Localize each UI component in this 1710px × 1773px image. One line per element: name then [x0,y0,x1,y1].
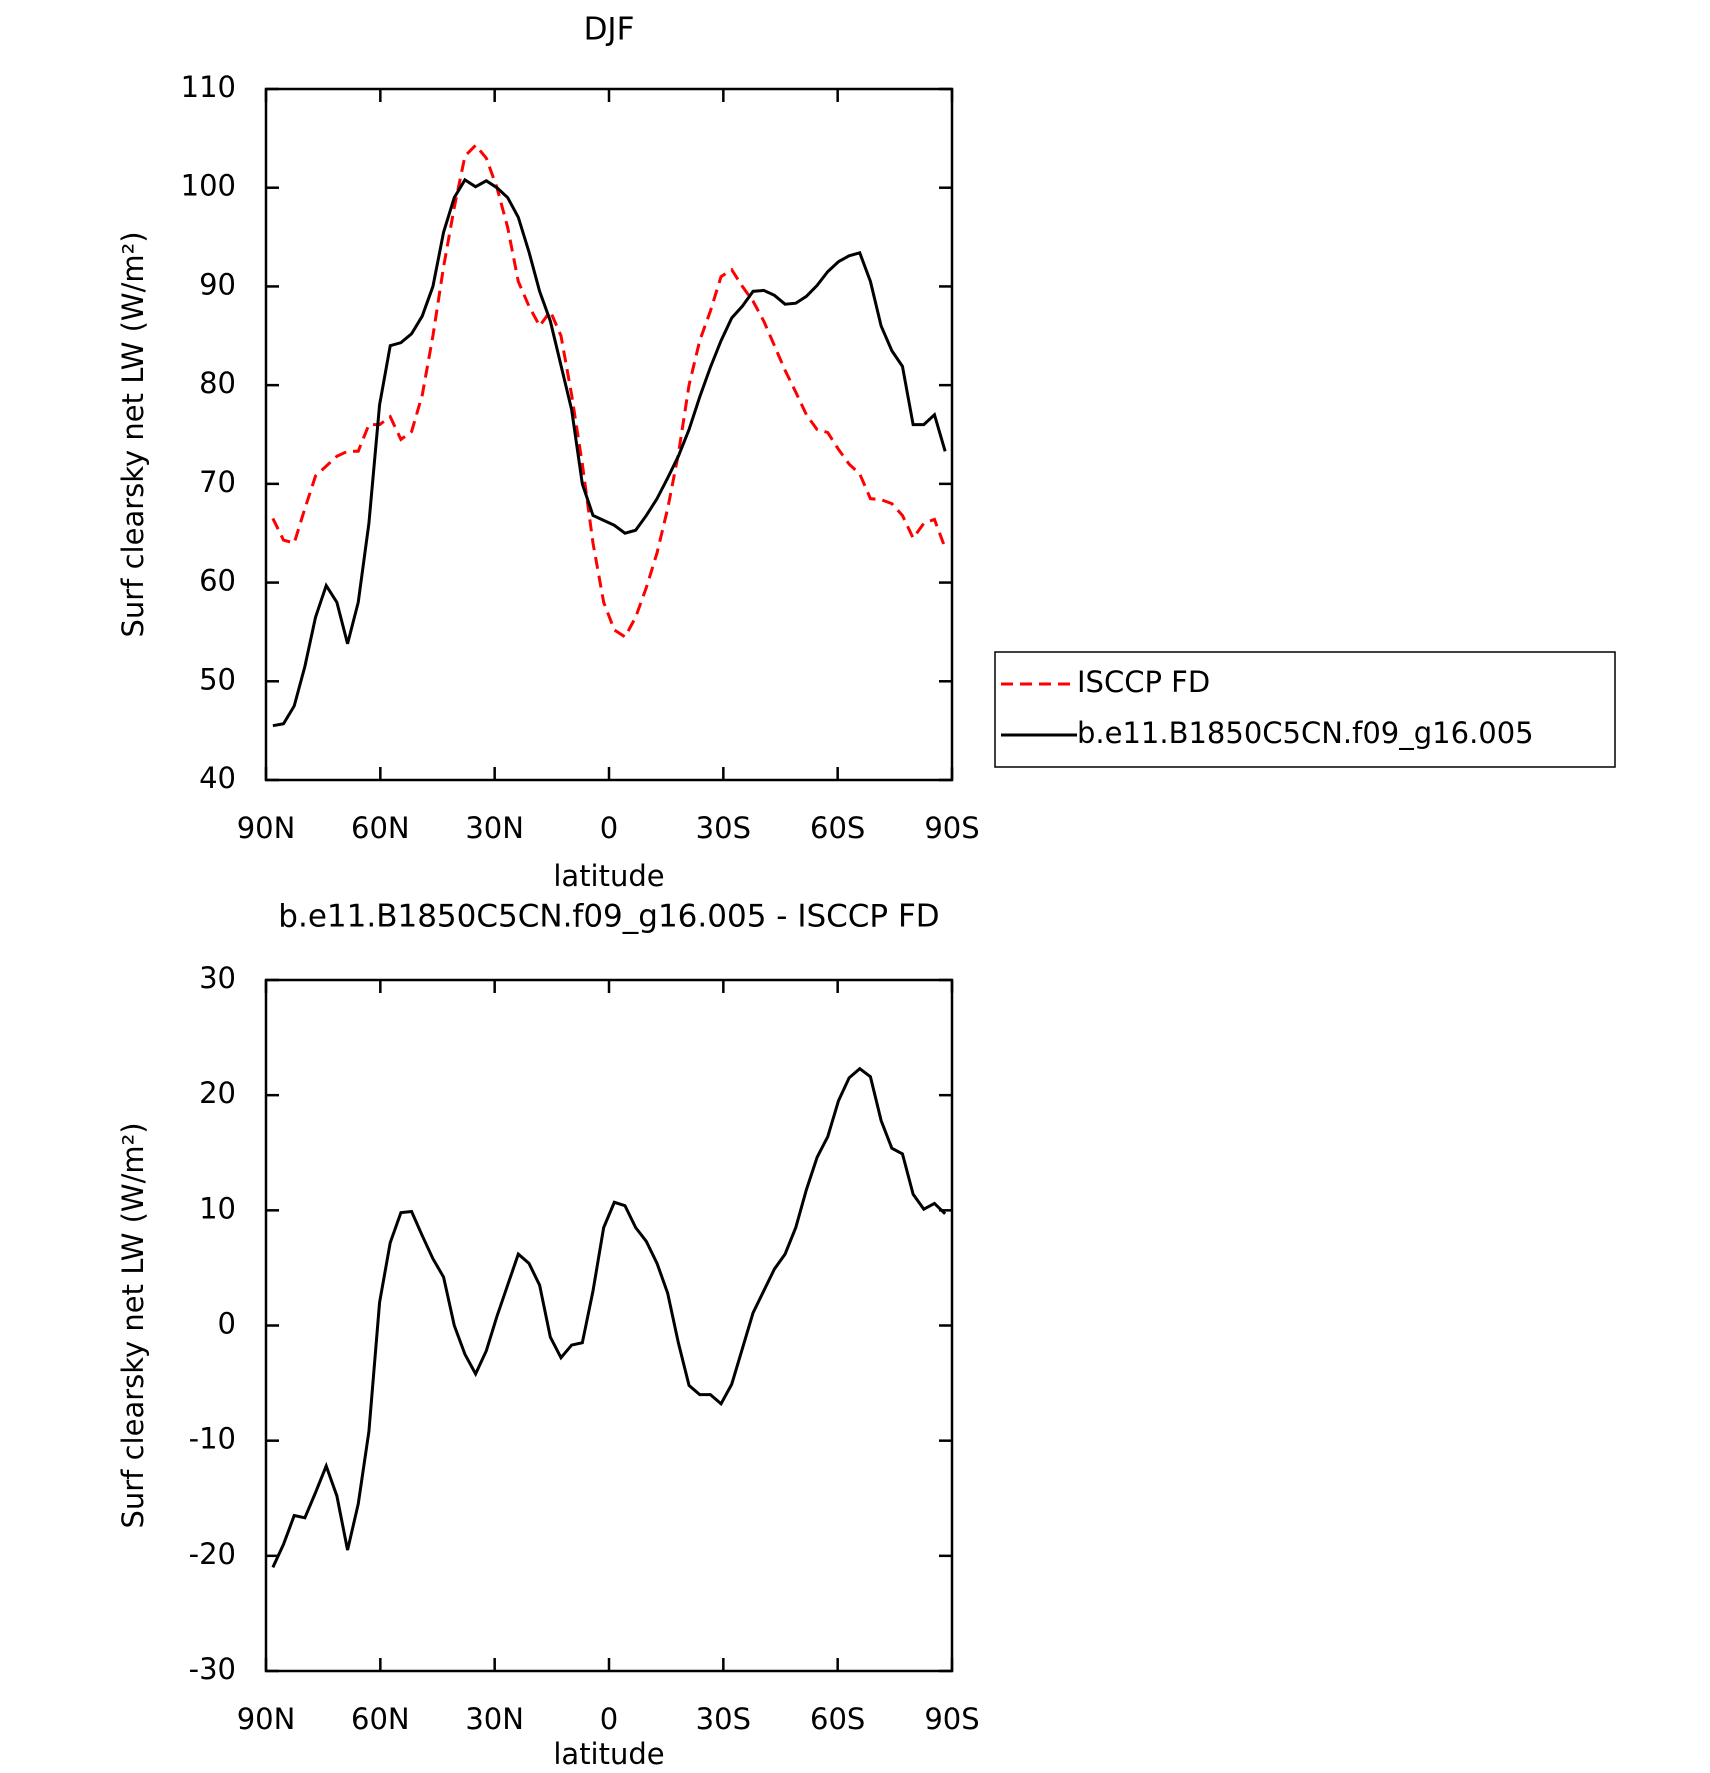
x-tick-label: 0 [600,1702,618,1736]
legend-label: b.e11.B1850C5CN.f09_g16.005 [1077,716,1534,750]
y-tick-label: 80 [199,366,236,400]
y-tick-label: 20 [199,1076,236,1110]
x-tick-label: 30S [696,811,751,845]
x-tick-label: 60N [351,811,410,845]
x-tick-label: 90S [924,1702,979,1736]
x-tick-label: 30S [696,1702,751,1736]
chart-title: b.e11.B1850C5CN.f09_g16.005 - ISCCP FD [278,899,939,935]
y-tick-label: 90 [199,267,236,301]
x-tick-label: 30N [465,811,524,845]
x-tick-label: 30N [465,1702,524,1736]
y-tick-label: 40 [199,761,236,795]
y-tick-label: -10 [189,1422,236,1456]
data-line [272,177,947,728]
legend-label: ISCCP FD [1077,665,1210,699]
x-tick-label: 0 [600,811,618,845]
y-tick-label: 0 [218,1307,236,1341]
y-tick-label: -30 [189,1652,236,1686]
x-tick-label: 60N [351,1702,410,1736]
y-tick-label: 60 [199,564,236,598]
y-tick-label: 10 [199,1191,236,1225]
y-tick-label: -20 [189,1537,236,1571]
x-tick-label: 90N [237,1702,296,1736]
x-tick-label: 90S [924,811,979,845]
chart-title: DJF [584,12,635,48]
y-tick-label: 50 [199,662,236,696]
y-tick-label: 100 [181,169,236,203]
legend-box [994,651,1616,768]
x-axis-label: latitude [553,1737,664,1771]
x-tick-label: 60S [810,1702,865,1736]
x-axis-label: latitude [553,859,664,893]
data-line [271,1066,947,1568]
y-tick-label: 70 [199,465,236,499]
x-tick-label: 60S [810,811,865,845]
y-tick-label: 30 [199,961,236,995]
y-axis-label: Surf clearsky net LW (W/m²) [116,231,150,637]
plot-frame [264,87,954,782]
data-line [271,143,947,640]
x-tick-label: 90N [237,811,296,845]
plot-frame [264,978,954,1673]
y-tick-label: 110 [181,70,236,104]
y-axis-label: Surf clearsky net LW (W/m²) [116,1122,150,1528]
